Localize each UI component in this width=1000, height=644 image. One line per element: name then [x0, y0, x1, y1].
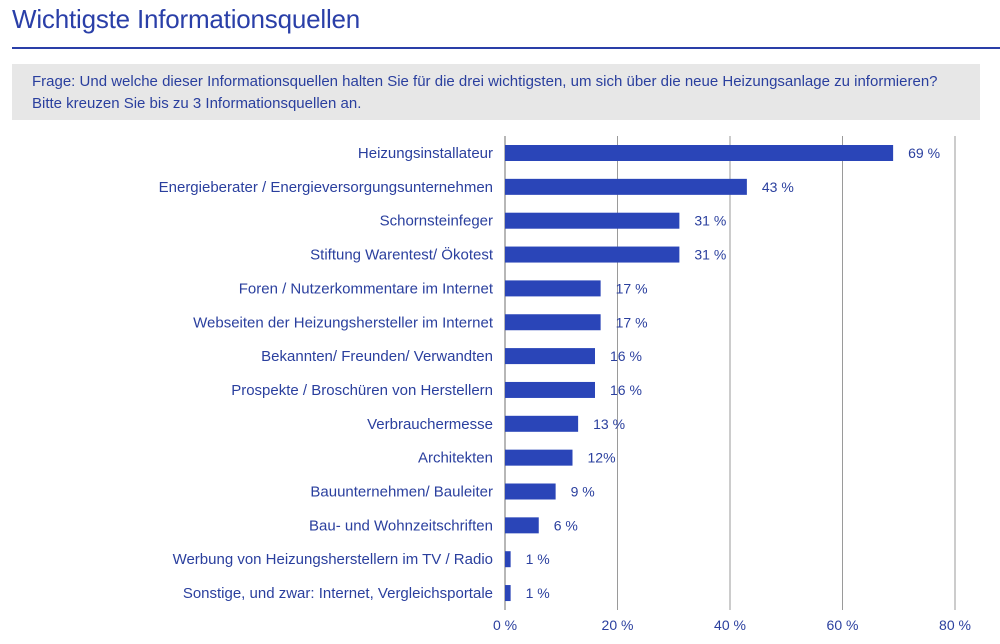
bar	[505, 449, 573, 466]
bar	[505, 585, 511, 602]
data-label: 16 %	[610, 348, 642, 364]
category-label: Sonstige, und zwar: Internet, Vergleichs…	[183, 585, 493, 602]
category-label: Bauunternehmen/ Bauleiter	[310, 484, 493, 501]
question-box: Frage: Und welche dieser Informationsque…	[12, 64, 980, 120]
data-label: 17 %	[616, 280, 648, 296]
x-tick-label: 60 %	[827, 617, 859, 633]
bar	[505, 145, 894, 161]
bar	[505, 280, 601, 297]
data-label: 9 %	[571, 484, 595, 500]
category-label: Prospekte / Broschüren von Herstellern	[231, 382, 493, 399]
category-label: Verbrauchermesse	[367, 416, 493, 433]
category-label: Stiftung Warentest/ Ökotest	[310, 246, 494, 264]
bar	[505, 314, 601, 331]
bar	[505, 212, 680, 229]
category-label: Bau- und Wohnzeitschriften	[309, 517, 493, 534]
data-label: 1 %	[526, 551, 550, 567]
category-label: Schornsteinfeger	[380, 213, 493, 230]
bar	[505, 483, 556, 500]
x-tick-label: 40 %	[714, 617, 746, 633]
bar	[505, 551, 511, 568]
x-tick-label: 0 %	[493, 617, 517, 633]
data-label: 69 %	[908, 145, 940, 161]
data-label: 31 %	[694, 247, 726, 263]
category-label: Heizungsinstallateur	[358, 145, 493, 162]
data-label: 16 %	[610, 382, 642, 398]
data-label: 6 %	[554, 517, 578, 533]
category-label: Bekannten/ Freunden/ Verwandten	[261, 348, 493, 365]
data-label: 43 %	[762, 179, 794, 195]
category-label: Energieberater / Energieversorgungsunter…	[159, 179, 493, 196]
category-label: Werbung von Heizungsherstellern im TV / …	[173, 551, 493, 568]
bar	[505, 178, 747, 195]
x-tick-label: 80 %	[939, 617, 971, 633]
data-label: 1 %	[526, 585, 550, 601]
data-label: 12%	[588, 450, 616, 466]
page-title: Wichtigste Informationsquellen	[12, 4, 361, 34]
category-label: Foren / Nutzerkommentare im Internet	[239, 280, 494, 297]
data-label: 17 %	[616, 314, 648, 330]
bar	[505, 381, 595, 398]
question-text-line1: Frage: Und welche dieser Informationsque…	[32, 73, 938, 90]
category-label: Webseiten der Heizungshersteller im Inte…	[193, 314, 494, 331]
data-label: 13 %	[593, 416, 625, 432]
bar	[505, 348, 595, 365]
bar	[505, 246, 680, 263]
x-tick-label: 20 %	[602, 617, 634, 633]
category-label: Architekten	[418, 450, 493, 467]
title-divider	[12, 47, 1000, 49]
bar	[505, 415, 579, 432]
question-text-line2: Bitte kreuzen Sie bis zu 3 Informationsq…	[32, 95, 362, 112]
data-label: 31 %	[694, 213, 726, 229]
bar	[505, 517, 539, 534]
